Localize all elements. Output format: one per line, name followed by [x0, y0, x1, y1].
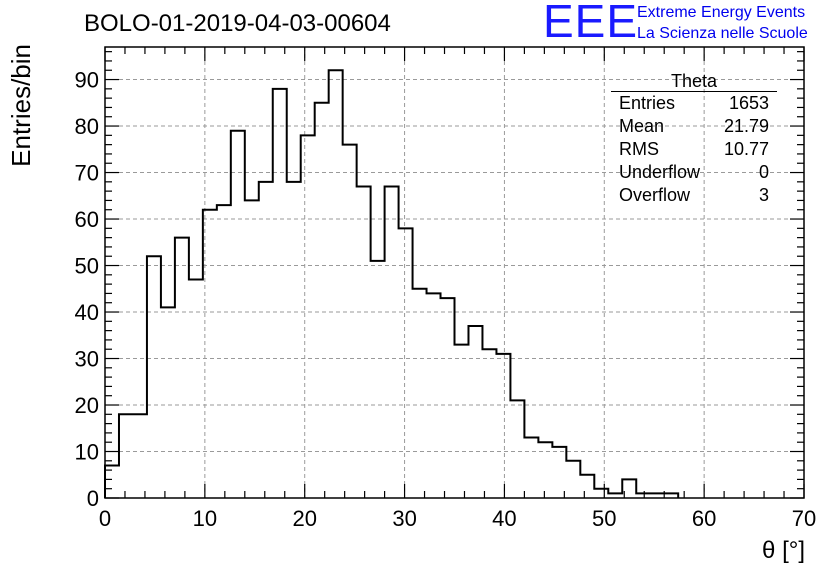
stats-row: RMS 10.77: [611, 138, 777, 161]
y-tick-label: 80: [75, 114, 99, 139]
histogram-bin: [399, 228, 413, 498]
histogram-bin: [413, 289, 427, 498]
stats-value: 1653: [728, 93, 769, 113]
histogram-bin: [357, 186, 371, 498]
histogram-bin: [580, 475, 594, 498]
histogram-bin: [315, 103, 329, 498]
chart-title: BOLO-01-2019-04-03-00604: [84, 10, 391, 37]
histogram-bin: [245, 200, 259, 498]
grid: [105, 47, 804, 498]
histogram-bin: [119, 414, 133, 498]
y-tick-label: 50: [75, 254, 99, 279]
stats-label: Mean: [619, 116, 665, 136]
histogram-bin: [496, 354, 510, 498]
histogram-bin: [259, 182, 273, 498]
histogram-bin: [482, 349, 496, 498]
x-tick-label: 20: [292, 506, 316, 531]
histogram-bin: [468, 326, 482, 498]
y-tick-label: 90: [75, 68, 99, 93]
y-axis-label: Entries/bin: [6, 44, 36, 167]
histogram-bin: [371, 261, 385, 498]
histogram-bin: [385, 186, 399, 498]
stats-value: 21.79: [723, 116, 769, 136]
x-tick-label: 50: [592, 506, 616, 531]
histogram-bin: [231, 131, 245, 498]
x-tick-label: 70: [792, 506, 816, 531]
x-tick-label: 30: [392, 506, 416, 531]
histogram-bin: [552, 447, 566, 498]
stats-label: RMS: [619, 139, 659, 159]
histogram-bin: [594, 489, 608, 498]
stats-title: Theta: [611, 72, 777, 92]
stats-label: Entries: [619, 93, 676, 113]
y-tick-label: 30: [75, 347, 99, 372]
x-tick-label: 60: [692, 506, 716, 531]
histogram-bin: [189, 279, 203, 498]
stats-value: 10.77: [723, 139, 769, 159]
histogram-bin: [301, 135, 315, 498]
histogram-bin: [175, 238, 189, 498]
stats-row: Entries 1653: [611, 92, 777, 115]
histogram-bin: [510, 400, 524, 498]
axis-ticks: [104, 47, 805, 499]
logo-line-2: La Scienza nelle Scuole: [637, 25, 808, 42]
histogram-bin: [133, 414, 147, 498]
logo-line-1: Extreme Energy Events: [637, 4, 806, 21]
histogram-bin: [203, 210, 217, 498]
x-tick-label: 10: [193, 506, 217, 531]
histogram-bin: [343, 145, 357, 498]
stats-label: Overflow: [619, 185, 691, 205]
stats-value: 0: [758, 162, 769, 182]
y-tick-label: 0: [87, 486, 99, 511]
plot-frame: [104, 46, 805, 499]
histogram-bin: [217, 205, 231, 498]
y-tick-label: 10: [75, 440, 99, 465]
y-tick-label: 70: [75, 161, 99, 186]
histogram-bin: [538, 442, 552, 498]
stats-rows: Entries 1653 Mean 21.79 RMS 10.77 Underflow 0 Ov…: [611, 92, 777, 207]
x-tick-label: 0: [99, 506, 111, 531]
stats-row: Underflow 0: [611, 161, 777, 184]
stats-label: Underflow: [619, 162, 701, 182]
eee-logo: EEE: [543, 0, 639, 47]
stats-row: Overflow 3: [611, 184, 777, 207]
x-tick-label: 40: [492, 506, 516, 531]
histogram-bin: [455, 345, 469, 498]
histogram-bin: [524, 438, 538, 498]
histogram-bin: [566, 461, 580, 498]
histogram-series: [104, 69, 680, 498]
stats-value: 3: [758, 185, 769, 205]
y-tick-label: 60: [75, 207, 99, 232]
histogram-bin: [147, 256, 161, 498]
y-tick-label: 20: [75, 393, 99, 418]
histogram-bin: [161, 307, 175, 498]
histogram-bin: [273, 89, 287, 498]
histogram-bin: [441, 298, 455, 498]
stats-row: Mean 21.79: [611, 115, 777, 138]
stats-box: Theta Entries 1653 Mean 21.79 RMS 10.77 Underf…: [611, 72, 777, 207]
histogram-bin: [287, 182, 301, 498]
y-tick-label: 40: [75, 300, 99, 325]
x-axis-label: θ [°]: [762, 537, 805, 564]
histogram-outline: [104, 69, 680, 498]
histogram-bin: [427, 293, 441, 498]
histogram-bin: [329, 70, 343, 498]
